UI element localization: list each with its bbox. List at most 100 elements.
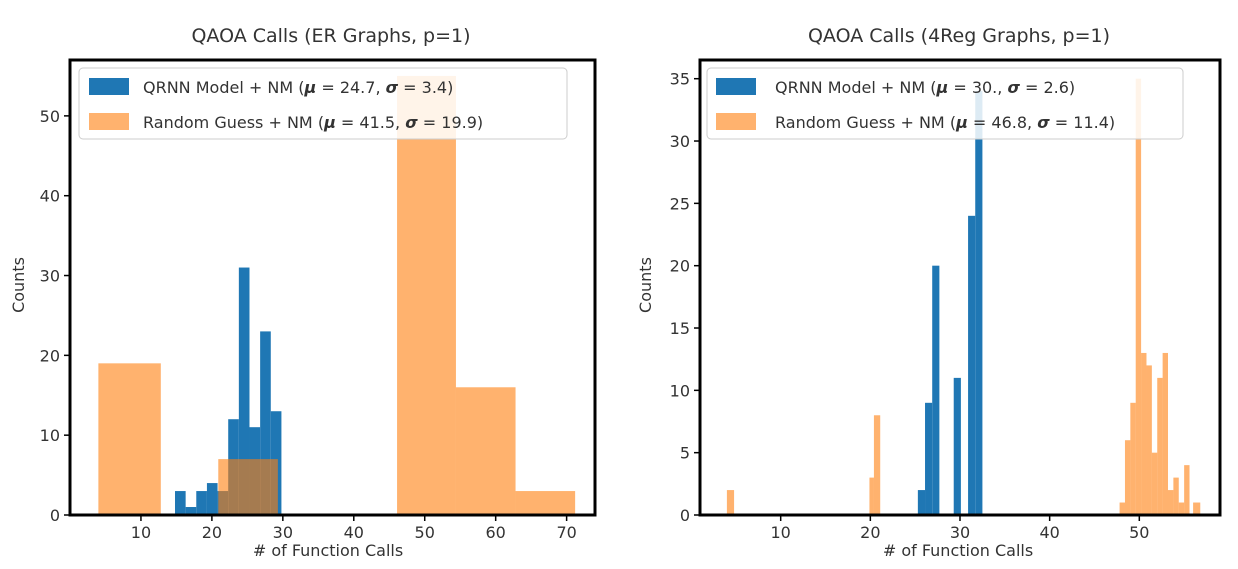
qrnn-bar: [175, 491, 186, 515]
x-axis-label: # of Function Calls: [253, 541, 403, 560]
legend-swatch-qrnn: [716, 78, 756, 95]
qrnn-bar: [185, 507, 197, 515]
legend-text: = 41.5,: [336, 113, 405, 132]
qrnn-bar: [968, 215, 976, 515]
random-bar: [1130, 402, 1136, 515]
y-ticks: 0 10 20 30 40 50: [40, 107, 70, 525]
plot-frame: [698, 58, 1222, 517]
legend-box: [706, 67, 1184, 140]
x-tick-label: 30: [950, 523, 970, 542]
legend-text: Random Guess + NM (: [143, 113, 324, 132]
sigma-symbol: σ: [1007, 78, 1020, 97]
bars-group: [98, 75, 576, 516]
chart-er-graphs: QAOA Calls (ER Graphs, p=1) # of Functio…: [9, 25, 597, 560]
mu-symbol: μ: [323, 113, 336, 132]
legend-label-random: Random Guess + NM (μ = 41.5, σ = 19.9): [143, 113, 483, 132]
random-bar: [1135, 78, 1142, 515]
x-tick-label: 20: [202, 523, 222, 542]
random-bar: [726, 490, 735, 515]
x-tick-label: 40: [344, 523, 364, 542]
legend-text: QRNN Model + NM (: [775, 78, 936, 97]
legend-swatch-random: [89, 113, 129, 130]
legend-label-qrnn: QRNN Model + NM (μ = 30., σ = 2.6): [775, 78, 1075, 97]
y-tick-label: 30: [670, 132, 690, 151]
y-tick-label: 0: [50, 506, 60, 525]
random-bar: [455, 387, 516, 515]
legend-swatch-random: [716, 113, 756, 130]
y-tick-label: 35: [670, 70, 690, 89]
legend-text: QRNN Model + NM (: [143, 78, 304, 97]
random-bar: [1124, 440, 1131, 515]
y-ticks: 0 5 10 15 20 25 30 35: [670, 70, 700, 525]
y-tick-label: 0: [680, 506, 690, 525]
y-axis-label: Counts: [636, 257, 655, 313]
x-ticks: 10 20 30 40 50: [771, 515, 1149, 542]
x-tick-label: 40: [1039, 523, 1059, 542]
qrnn-bar: [196, 491, 207, 515]
chart-title: QAOA Calls (4Reg Graphs, p=1): [808, 25, 1110, 47]
qrnn-bar: [917, 490, 926, 515]
legend-text: = 30.,: [948, 78, 1007, 97]
legend-box: [78, 67, 568, 140]
sigma-symbol: σ: [1037, 113, 1050, 132]
x-tick-label: 20: [860, 523, 880, 542]
random-bar: [1119, 502, 1125, 515]
x-tick-label: 50: [1129, 523, 1149, 542]
random-bar: [1151, 452, 1158, 515]
legend-label-qrnn: QRNN Model + NM (μ = 24.7, σ = 3.4): [143, 78, 453, 97]
x-tick-label: 70: [556, 523, 576, 542]
y-tick-label: 20: [40, 346, 60, 365]
legend-text: Random Guess + NM (: [775, 113, 956, 132]
random-bar: [1193, 502, 1201, 515]
mu-symbol: μ: [935, 78, 948, 97]
legend-text: = 24.7,: [316, 78, 385, 97]
x-axis-label: # of Function Calls: [883, 541, 1033, 560]
legend-text: = 11.4): [1050, 113, 1115, 132]
plot-frame: [68, 58, 597, 517]
random-bar: [218, 459, 278, 515]
qrnn-bar: [975, 91, 983, 515]
random-bar: [873, 415, 881, 515]
random-bar: [397, 75, 456, 516]
random-bar: [1184, 465, 1190, 515]
sigma-symbol: σ: [405, 113, 418, 132]
legend-text: = 46.8,: [968, 113, 1037, 132]
y-tick-label: 20: [670, 257, 690, 276]
y-tick-label: 15: [670, 319, 690, 338]
random-bar: [1146, 365, 1152, 515]
mu-symbol: μ: [955, 113, 968, 132]
sigma-symbol: σ: [386, 78, 399, 97]
mu-symbol: μ: [303, 78, 316, 97]
random-bar: [1178, 502, 1185, 515]
random-bar: [1162, 352, 1168, 515]
qrnn-bar: [260, 331, 271, 515]
chart-title: QAOA Calls (ER Graphs, p=1): [191, 25, 470, 47]
qrnn-bar: [206, 483, 218, 515]
y-axis-label: Counts: [9, 257, 28, 313]
x-tick-label: 60: [485, 523, 505, 542]
y-tick-label: 50: [40, 107, 60, 126]
qrnn-bar: [932, 265, 940, 515]
x-tick-label: 50: [415, 523, 435, 542]
y-tick-label: 40: [40, 187, 60, 206]
y-tick-label: 10: [40, 426, 60, 445]
random-bar: [515, 491, 576, 515]
legend-text: = 3.4): [398, 78, 453, 97]
legend-text: = 19.9): [418, 113, 483, 132]
legend-swatch-qrnn: [89, 78, 129, 95]
x-tick-label: 30: [273, 523, 293, 542]
random-bar: [1157, 377, 1163, 515]
legend-text: = 2.6): [1020, 78, 1075, 97]
random-bar: [98, 363, 161, 515]
y-tick-label: 25: [670, 194, 690, 213]
legend-label-random: Random Guess + NM (μ = 46.8, σ = 11.4): [775, 113, 1115, 132]
random-bar: [869, 477, 874, 515]
legend: QRNN Model + NM (μ = 24.7, σ = 3.4) Rand…: [78, 67, 568, 140]
qrnn-bar: [238, 267, 250, 515]
y-tick-label: 10: [670, 381, 690, 400]
chart-4reg-graphs: QAOA Calls (4Reg Graphs, p=1) # of Funct…: [636, 25, 1222, 560]
y-tick-label: 5: [680, 444, 690, 463]
legend: QRNN Model + NM (μ = 30., σ = 2.6) Rando…: [706, 67, 1184, 140]
random-bar: [1168, 490, 1174, 515]
